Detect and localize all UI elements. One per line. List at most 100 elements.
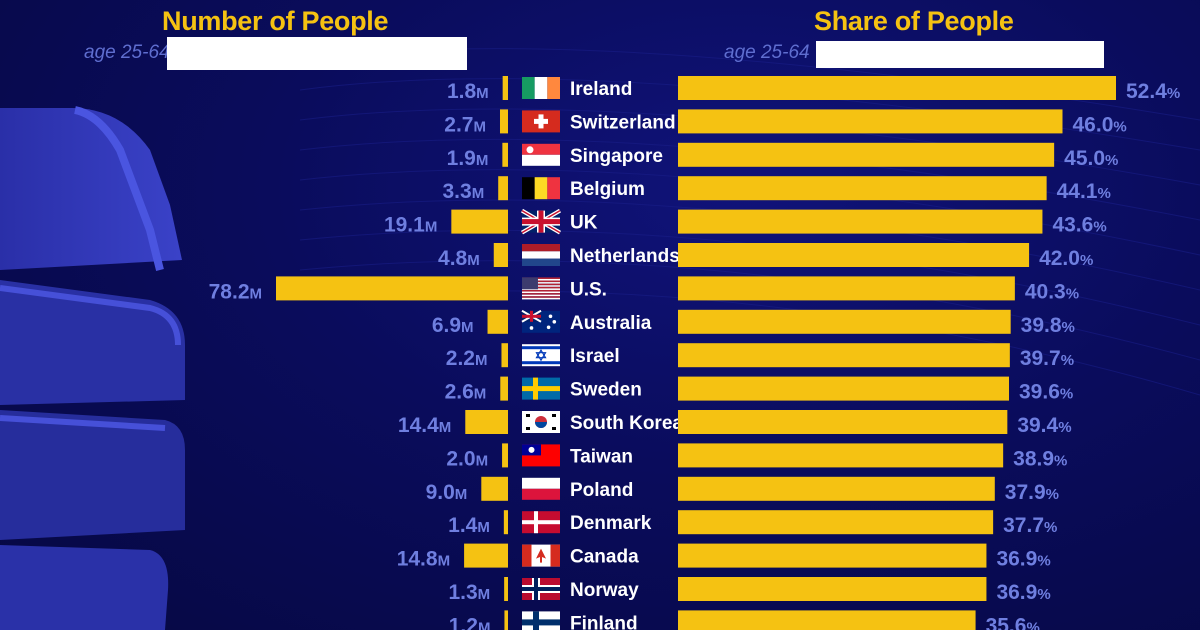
right-value-israel-unit: % [1061, 352, 1074, 369]
left-bar-u-s [276, 276, 508, 301]
left-value-south-korea-unit: M [439, 419, 452, 436]
right-value-finland-unit: % [1026, 619, 1039, 630]
left-value-australia: 6.9M [432, 314, 474, 337]
left-bar-finland [504, 610, 508, 630]
right-value-south-korea-unit: % [1058, 419, 1071, 436]
left-bar-netherlands [493, 243, 508, 267]
left-value-netherlands: 4.8M [438, 247, 480, 270]
country-label-norway: Norway [570, 580, 639, 601]
right-bar-series: 52.4%46.0%45.0%44.1%43.6%42.0%40.3%39.8%… [678, 76, 1180, 630]
right-value-denmark: 37.7% [1003, 514, 1057, 537]
country-label-uk: UK [570, 213, 598, 234]
right-bar-norway [678, 577, 987, 601]
left-value-canada-number: 14.8 [397, 548, 438, 571]
right-value-south-korea: 39.4% [1017, 414, 1071, 437]
right-value-sweden: 39.6% [1019, 381, 1073, 404]
left-value-sweden: 2.6M [445, 381, 487, 404]
right-bar-finland [678, 610, 976, 630]
flag-netherlands-icon [522, 244, 560, 266]
country-label-israel: Israel [570, 346, 620, 367]
left-value-canada: 14.8M [397, 548, 450, 571]
right-bar-israel [678, 343, 1010, 368]
left-bar-taiwan [502, 443, 508, 468]
right-value-singapore-number: 45.0 [1064, 147, 1105, 170]
left-value-ireland-unit: M [476, 85, 489, 102]
right-value-netherlands-number: 42.0 [1039, 247, 1080, 270]
right-value-netherlands-unit: % [1080, 252, 1093, 269]
right-bar-u-s [678, 276, 1015, 301]
left-value-israel: 2.2M [446, 347, 488, 370]
right-value-south-korea-number: 39.4 [1017, 414, 1058, 437]
right-bar-uk [678, 209, 1043, 234]
right-value-ireland-unit: % [1167, 85, 1180, 102]
left-value-switzerland-unit: M [473, 118, 486, 135]
flag-column [520, 77, 562, 630]
left-bar-uk [451, 209, 508, 234]
right-value-denmark-number: 37.7 [1003, 514, 1044, 537]
left-chart-subtitle: age 25-64 [84, 42, 170, 63]
left-value-australia-number: 6.9 [432, 314, 461, 337]
left-bar-norway [504, 577, 508, 601]
left-bar-sweden [500, 376, 508, 401]
right-bar-netherlands [678, 243, 1030, 267]
right-value-sweden-unit: % [1060, 386, 1073, 403]
left-value-netherlands-unit: M [467, 252, 480, 269]
flag-canada-icon [522, 544, 560, 567]
flag-denmark-icon [522, 511, 560, 534]
left-value-belgium-number: 3.3 [443, 180, 472, 203]
left-value-taiwan-number: 2.0 [446, 447, 475, 470]
right-value-denmark-unit: % [1044, 519, 1057, 536]
right-value-australia: 39.8% [1021, 314, 1075, 337]
left-value-belgium-unit: M [472, 185, 485, 202]
right-value-uk: 43.6% [1052, 214, 1106, 237]
right-value-norway-unit: % [1037, 586, 1050, 603]
country-label-switzerland: Switzerland [570, 112, 676, 133]
right-value-finland: 35.6% [986, 614, 1040, 630]
country-label-singapore: Singapore [570, 146, 663, 167]
left-value-sweden-number: 2.6 [445, 381, 474, 404]
right-value-u-s-number: 40.3 [1025, 280, 1066, 303]
right-bar-ireland [678, 76, 1116, 100]
right-value-poland-number: 37.9 [1005, 481, 1046, 504]
left-value-south-korea-number: 14.4 [398, 414, 439, 437]
right-bar-taiwan [678, 443, 1004, 468]
country-label-ireland: Ireland [570, 79, 632, 100]
right-value-sweden-number: 39.6 [1019, 381, 1060, 404]
left-value-uk: 19.1M [384, 214, 437, 237]
flag-poland-icon [522, 477, 560, 500]
right-bar-belgium [678, 176, 1047, 201]
right-value-norway-number: 36.9 [996, 581, 1037, 604]
stack-of-books-icon [0, 106, 185, 630]
country-label-denmark: Denmark [570, 513, 652, 534]
left-value-switzerland: 2.7M [444, 113, 486, 136]
left-value-singapore-number: 1.9 [447, 147, 476, 170]
right-value-canada-unit: % [1037, 553, 1050, 570]
flag-switzerland-icon [522, 110, 560, 133]
left-value-uk-unit: M [425, 219, 438, 236]
right-value-u-s: 40.3% [1025, 280, 1079, 303]
right-bar-singapore [678, 142, 1055, 167]
flag-australia-icon [521, 309, 560, 333]
left-value-norway-number: 1.3 [448, 581, 477, 604]
country-label-canada: Canada [570, 547, 639, 568]
country-label-belgium: Belgium [570, 179, 645, 200]
right-value-australia-number: 39.8 [1021, 314, 1062, 337]
left-bar-south-korea [465, 410, 508, 434]
left-value-ireland-number: 1.8 [447, 80, 477, 103]
left-bar-poland [481, 476, 508, 501]
left-bar-denmark [503, 510, 508, 535]
flag-israel-icon [522, 344, 560, 367]
country-label-south-korea: South Korea [570, 413, 683, 434]
country-label-u-s: U.S. [570, 279, 607, 300]
left-value-finland-unit: M [478, 619, 491, 630]
right-chart-title: Share of People [814, 6, 1014, 36]
right-value-uk-number: 43.6 [1052, 214, 1093, 237]
flag-ireland-icon [522, 77, 560, 99]
right-value-u-s-unit: % [1066, 285, 1079, 302]
left-value-ireland: 1.8M [447, 80, 489, 103]
left-value-netherlands-number: 4.8 [438, 247, 468, 270]
right-value-australia-unit: % [1062, 319, 1075, 336]
left-bar-israel [501, 343, 508, 368]
right-bar-australia [678, 309, 1011, 334]
